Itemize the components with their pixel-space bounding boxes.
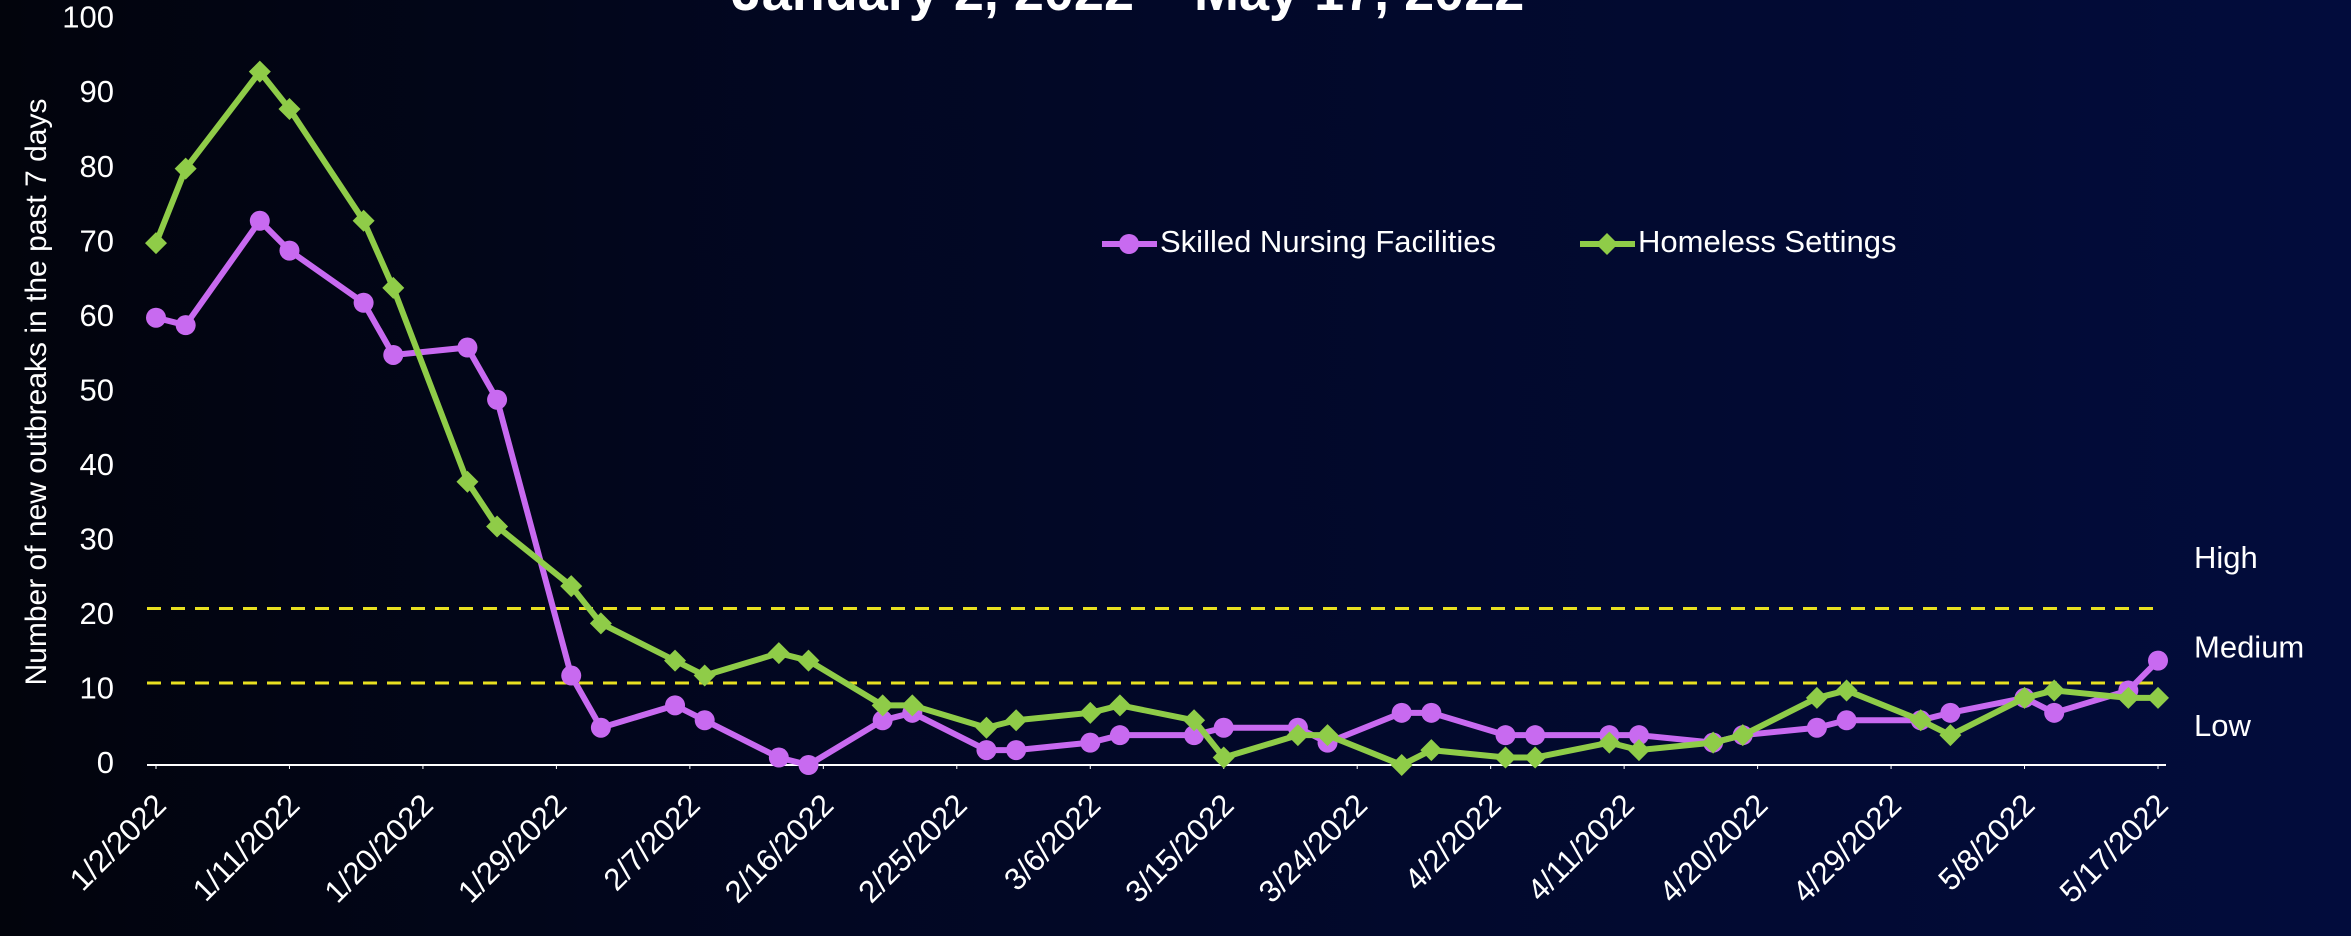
data-point bbox=[1939, 724, 1962, 747]
data-point bbox=[1391, 702, 1412, 723]
data-point bbox=[975, 716, 998, 739]
data-point bbox=[871, 694, 894, 717]
y-tick-label: 20 bbox=[80, 596, 114, 631]
data-point bbox=[1940, 702, 1961, 723]
data-point bbox=[664, 649, 687, 672]
data-point bbox=[1835, 679, 1858, 702]
y-tick-label: 30 bbox=[80, 522, 114, 557]
data-point bbox=[146, 307, 166, 328]
data-point bbox=[1495, 725, 1516, 746]
y-tick-label: 10 bbox=[80, 671, 114, 706]
data-point bbox=[249, 210, 270, 231]
data-point bbox=[560, 575, 583, 598]
series-line bbox=[153, 68, 2158, 768]
data-point bbox=[382, 276, 405, 299]
data-point bbox=[1628, 725, 1649, 746]
data-point bbox=[1213, 717, 1234, 738]
data-point bbox=[872, 710, 893, 731]
data-point bbox=[1080, 732, 1101, 753]
data-point bbox=[2043, 679, 2066, 702]
data-point bbox=[590, 717, 611, 738]
y-tick-label: 60 bbox=[80, 298, 114, 333]
data-point bbox=[352, 209, 375, 232]
data-point bbox=[768, 747, 789, 768]
series-line bbox=[155, 217, 2161, 768]
data-point bbox=[457, 337, 478, 358]
data-point bbox=[2148, 650, 2168, 671]
data-point bbox=[278, 97, 301, 120]
legend-label: Skilled Nursing Facilities bbox=[1160, 224, 1496, 259]
data-point bbox=[767, 642, 790, 665]
data-point bbox=[1005, 709, 1028, 732]
data-point bbox=[1316, 724, 1339, 747]
legend-marker bbox=[1119, 234, 1139, 254]
data-point bbox=[486, 515, 509, 538]
data-point bbox=[798, 755, 819, 775]
y-tick-label: 100 bbox=[62, 0, 114, 35]
data-point bbox=[1390, 754, 1413, 776]
data-point bbox=[145, 232, 167, 255]
data-point bbox=[1494, 746, 1517, 769]
chart-title: January 2, 2022 – May 17, 2022 bbox=[732, 0, 1525, 22]
data-point bbox=[665, 695, 686, 716]
data-point bbox=[1598, 731, 1621, 754]
zone-label: Medium bbox=[2194, 630, 2304, 665]
data-point bbox=[2013, 686, 2036, 709]
y-tick-label: 0 bbox=[97, 745, 114, 780]
data-point bbox=[1108, 694, 1131, 717]
data-point bbox=[1079, 701, 1102, 724]
data-point bbox=[383, 344, 404, 365]
data-point bbox=[1702, 731, 1725, 754]
legend-label: Homeless Settings bbox=[1638, 224, 1896, 259]
data-point bbox=[1286, 724, 1309, 747]
data-point bbox=[1420, 739, 1443, 762]
data-point bbox=[1525, 725, 1546, 746]
data-point bbox=[2117, 686, 2140, 709]
data-point bbox=[797, 649, 820, 672]
data-point bbox=[487, 389, 508, 410]
data-point bbox=[248, 60, 271, 83]
data-point bbox=[694, 710, 715, 731]
data-point bbox=[1909, 709, 1932, 732]
data-point bbox=[1109, 725, 1130, 746]
y-axis-label: Number of new outbreaks in the past 7 da… bbox=[20, 99, 53, 686]
data-point bbox=[1836, 710, 1857, 731]
y-tick-label: 70 bbox=[80, 223, 114, 258]
data-point bbox=[1006, 740, 1027, 761]
y-tick-label: 50 bbox=[80, 372, 114, 407]
data-point bbox=[175, 315, 196, 336]
data-point bbox=[976, 740, 997, 761]
data-point bbox=[693, 664, 716, 687]
data-point bbox=[1524, 746, 1547, 769]
data-point bbox=[1806, 717, 1827, 738]
legend-marker bbox=[1596, 233, 1618, 255]
data-point bbox=[2044, 702, 2065, 723]
data-point bbox=[589, 612, 612, 635]
data-point bbox=[1627, 739, 1650, 762]
data-point bbox=[1421, 702, 1442, 723]
zone-label: Low bbox=[2194, 708, 2251, 743]
data-point bbox=[456, 470, 479, 493]
y-tick-label: 80 bbox=[80, 149, 114, 184]
y-tick-label: 90 bbox=[80, 74, 114, 109]
y-tick-label: 40 bbox=[80, 447, 114, 482]
data-point bbox=[1183, 709, 1206, 732]
zone-label: High bbox=[2194, 540, 2258, 575]
data-point bbox=[1212, 746, 1235, 769]
data-point bbox=[353, 292, 374, 313]
data-point bbox=[561, 665, 582, 686]
data-point bbox=[1731, 724, 1754, 747]
data-point bbox=[279, 240, 300, 261]
data-point bbox=[2147, 686, 2169, 709]
data-point bbox=[1805, 686, 1828, 709]
data-point bbox=[174, 157, 197, 180]
data-point bbox=[901, 694, 924, 717]
